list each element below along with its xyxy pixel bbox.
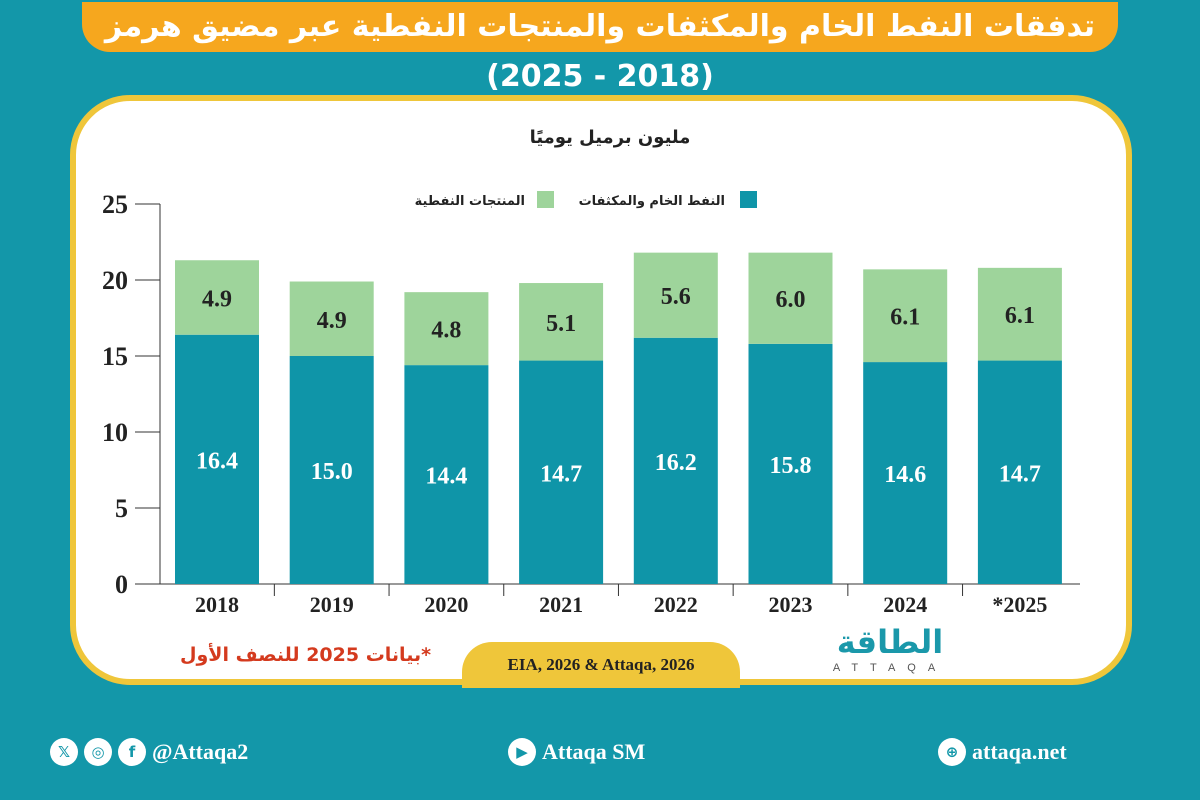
bar-products-2020 xyxy=(404,292,489,366)
bar-products-2018 xyxy=(175,260,259,335)
x-tick-label: 2019 xyxy=(310,592,354,617)
data-label: 4.8 xyxy=(431,318,461,344)
data-label: 15.0 xyxy=(311,459,353,485)
data-label: 15.8 xyxy=(770,453,812,479)
bar-products-2019 xyxy=(289,281,374,356)
data-label: 14.7 xyxy=(540,461,582,487)
y-tick-label: 10 xyxy=(102,418,128,447)
y-tick-label: 5 xyxy=(115,494,128,523)
y-tick-label: 0 xyxy=(115,570,128,599)
youtube-handle[interactable]: Attaqa SM xyxy=(542,739,646,764)
attaqa-logo: الطاقة ATTAQA xyxy=(800,622,980,682)
logo-en: ATTAQA xyxy=(832,662,948,674)
social-links: 𝕏 ◎ f @Attaqa2 xyxy=(50,738,248,766)
youtube-icon[interactable]: ▶ xyxy=(508,738,536,766)
y-tick-label: 20 xyxy=(102,266,128,295)
bar-crude-2024 xyxy=(863,362,948,584)
bar-crude-2023 xyxy=(748,343,833,584)
bar-crude-*2025 xyxy=(977,360,1062,584)
data-label: 6.1 xyxy=(1005,303,1035,329)
legend-swatch-1 xyxy=(537,191,554,208)
data-label: 5.1 xyxy=(546,311,576,337)
x-tick-label: 2022 xyxy=(654,592,698,617)
legend-label-0: النفط الخام والمكثفات xyxy=(579,194,725,209)
social-handle[interactable]: @Attaqa2 xyxy=(152,739,249,764)
legend-swatch-0 xyxy=(740,191,757,208)
bar-products-2021 xyxy=(519,283,604,361)
data-label: 4.9 xyxy=(317,308,347,334)
data-label: 6.0 xyxy=(776,287,806,313)
legend-label-1: المنتجات النفطية xyxy=(415,194,525,209)
data-label: 14.7 xyxy=(999,461,1041,487)
data-label: 4.9 xyxy=(202,286,232,312)
logo-ar: الطاقة xyxy=(836,623,944,661)
unit-label: مليون برميل يوميًا xyxy=(530,127,691,148)
x-icon[interactable]: 𝕏 xyxy=(50,738,78,766)
bar-products-2023 xyxy=(748,252,833,344)
y-tick-label: 15 xyxy=(102,342,128,371)
bar-crude-2020 xyxy=(404,365,489,584)
data-label: 16.4 xyxy=(196,448,238,474)
bar-crude-2021 xyxy=(519,360,604,584)
y-tick-label: 25 xyxy=(102,190,128,219)
chart-title: تدفقات النفط الخام والمكثفات والمنتجات ا… xyxy=(82,2,1118,94)
instagram-icon[interactable]: ◎ xyxy=(84,738,112,766)
facebook-icon[interactable]: f xyxy=(118,738,146,766)
globe-icon[interactable]: ⊕ xyxy=(938,738,966,766)
bar-crude-2019 xyxy=(289,356,374,584)
x-tick-label: 2024 xyxy=(883,592,927,617)
x-tick-label: 2020 xyxy=(424,592,468,617)
bar-crude-2018 xyxy=(175,334,259,584)
website-link: ⊕ attaqa.net xyxy=(938,738,1067,766)
x-tick-label: *2025 xyxy=(992,592,1047,617)
website[interactable]: attaqa.net xyxy=(972,739,1067,764)
source: EIA, 2026 & Attaqa, 2026 xyxy=(462,642,740,688)
data-label: 16.2 xyxy=(655,450,697,476)
data-label: 14.4 xyxy=(425,464,467,490)
youtube-link: ▶ Attaqa SM xyxy=(508,738,645,766)
bar-products-2022 xyxy=(633,252,718,338)
bar-products-2024 xyxy=(863,269,948,363)
bar-products-*2025 xyxy=(977,267,1062,361)
x-tick-label: 2021 xyxy=(539,592,583,617)
footnote: *بيانات 2025 للنصف الأول xyxy=(180,644,432,666)
data-label: 14.6 xyxy=(884,462,926,488)
data-label: 6.1 xyxy=(890,305,920,331)
x-tick-label: 2018 xyxy=(195,592,239,617)
bar-crude-2022 xyxy=(633,337,718,584)
x-tick-label: 2023 xyxy=(769,592,813,617)
data-label: 5.6 xyxy=(661,284,691,310)
